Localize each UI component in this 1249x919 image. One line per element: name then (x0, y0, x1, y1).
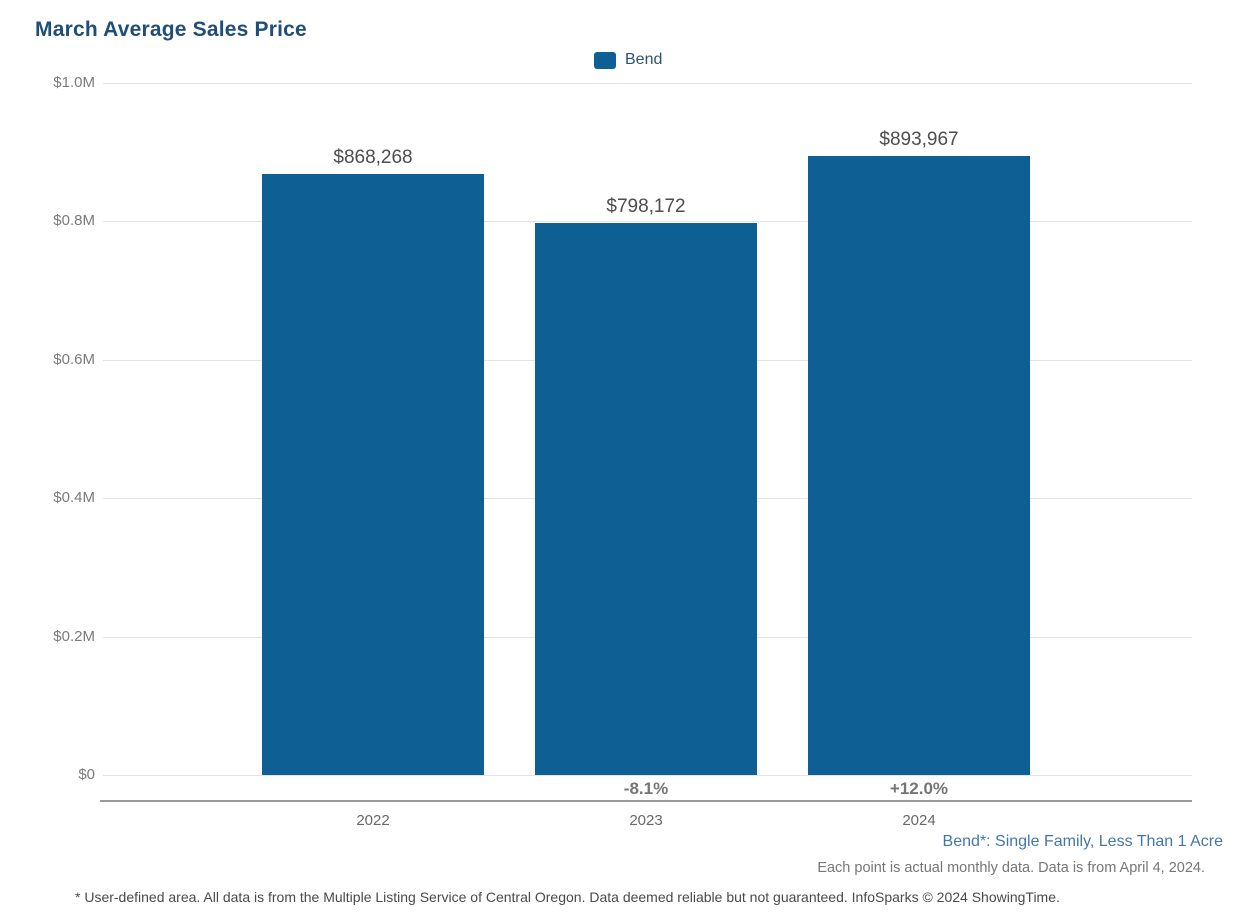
legend-label: Bend (625, 51, 663, 68)
legend: Bend (594, 51, 662, 69)
bar-2022 (262, 174, 484, 775)
gridline (103, 221, 1192, 222)
page-title: March Average Sales Price (35, 18, 307, 41)
pct-change-label: -8.1% (623, 779, 669, 798)
legend-swatch-icon (594, 51, 616, 69)
pct-change-label: +12.0% (889, 779, 949, 798)
y-axis-tick-label: $0.2M (53, 628, 95, 645)
x-axis-label-2022: 2022 (356, 812, 390, 829)
y-axis-tick-label: $0 (78, 766, 95, 783)
bar-2024 (808, 156, 1030, 775)
bar-2023 (535, 223, 757, 775)
x-axis-label-2024: 2024 (902, 812, 936, 829)
bar-value-label: $868,268 (333, 147, 413, 168)
x-axis-line (100, 800, 1192, 802)
series-definition: Bend*: Single Family, Less Than 1 Acre (942, 833, 1223, 850)
x-axis-label-2023: 2023 (629, 812, 663, 829)
data-note: Each point is actual monthly data. Data … (817, 860, 1205, 876)
gridline (103, 83, 1192, 84)
bar-value-label: $893,967 (879, 129, 959, 150)
y-axis-tick-label: $0.4M (53, 489, 95, 506)
y-axis-tick-label: $0.8M (53, 212, 95, 229)
gridline (103, 775, 1192, 776)
bar-value-label: $798,172 (606, 196, 686, 217)
y-axis-tick-label: $0.6M (53, 351, 95, 368)
disclaimer: * User-defined area. All data is from th… (75, 889, 1060, 905)
y-axis-tick-label: $1.0M (53, 74, 95, 91)
